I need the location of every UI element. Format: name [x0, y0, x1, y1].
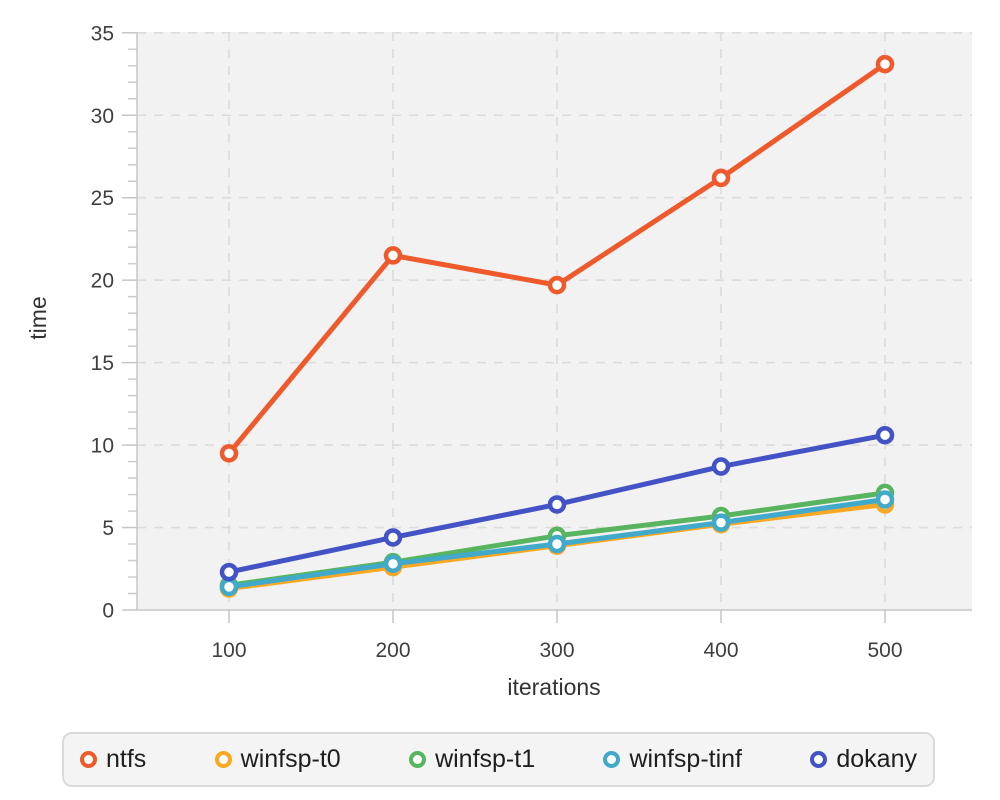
data-point-ntfs	[875, 54, 895, 74]
legend-item-winfsp-t1[interactable]: winfsp-t1	[409, 745, 535, 774]
legend-item-label: ntfs	[106, 745, 147, 773]
data-point-winfsp-tinf	[547, 534, 567, 554]
y-axis-title: time	[25, 296, 51, 339]
data-point-ntfs	[711, 168, 731, 188]
y-tick-label: 35	[91, 22, 114, 45]
y-tick-label: 0	[102, 600, 114, 623]
y-tick-label: 25	[91, 187, 114, 210]
legend-marker-icon	[214, 751, 232, 768]
data-point-dokany	[875, 425, 895, 445]
x-axis-title: iterations	[507, 674, 600, 700]
plot-background	[137, 32, 972, 610]
data-point-winfsp-tinf	[875, 490, 895, 509]
legend-item-ntfs[interactable]: ntfs	[80, 745, 146, 774]
legend-marker-icon	[810, 751, 828, 768]
legend-item-winfsp-t0[interactable]: winfsp-t0	[214, 745, 341, 774]
x-tick-label: 200	[375, 639, 410, 662]
y-tick-label: 10	[91, 435, 114, 458]
data-point-winfsp-tinf	[383, 554, 403, 574]
y-tick-label: 30	[91, 105, 114, 128]
legend-marker-icon	[603, 751, 621, 768]
x-tick-label: 500	[867, 639, 902, 662]
data-point-ntfs	[547, 275, 567, 295]
data-point-dokany	[219, 562, 239, 582]
legend-marker-icon	[409, 751, 427, 768]
legend: ntfs winfsp-t0 winfsp-t1 winfsp-tinf dok…	[62, 732, 935, 787]
x-tick-label: 300	[539, 639, 574, 662]
legend-item-label: dokany	[836, 745, 917, 773]
y-tick-label: 15	[91, 352, 114, 375]
legend-item-winfsp-tinf[interactable]: winfsp-tinf	[603, 745, 742, 774]
data-point-ntfs	[219, 444, 239, 463]
y-tick-label: 5	[102, 517, 114, 540]
data-point-dokany	[547, 495, 567, 514]
data-point-dokany	[383, 528, 403, 547]
legend-item-dokany[interactable]: dokany	[810, 745, 917, 774]
data-point-winfsp-tinf	[219, 577, 239, 597]
data-point-ntfs	[383, 246, 403, 265]
line-chart: 0 5 10 15 20 25 30 35 100 200 300 400 500 time iterati…	[25, 22, 972, 700]
x-tick-label: 100	[211, 639, 246, 662]
legend-marker-icon	[80, 751, 97, 768]
legend-item-label: winfsp-t1	[435, 745, 536, 773]
legend-item-label: winfsp-t0	[240, 745, 341, 773]
data-point-winfsp-tinf	[711, 513, 731, 532]
legend-item-label: winfsp-tinf	[629, 745, 743, 773]
x-tick-label: 400	[703, 639, 738, 662]
data-point-dokany	[711, 457, 731, 476]
y-tick-label: 20	[91, 270, 114, 293]
